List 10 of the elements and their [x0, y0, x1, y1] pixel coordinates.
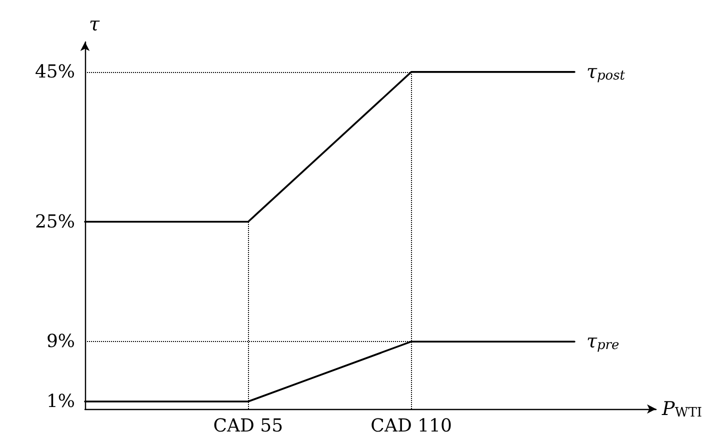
x-tick-label: CAD 110: [370, 416, 452, 436]
y-tick-label: 45%: [34, 61, 75, 82]
series-label: τpre: [586, 330, 620, 354]
y-axis-title: τ: [89, 14, 100, 36]
y-tick-label: 25%: [34, 211, 75, 232]
x-axis-title: PWTI: [661, 398, 702, 420]
x-tick-label: CAD 55: [213, 416, 284, 436]
y-tick-label: 9%: [46, 331, 75, 352]
series-label: τpost: [586, 60, 626, 84]
y-tick-label: 1%: [46, 391, 75, 412]
